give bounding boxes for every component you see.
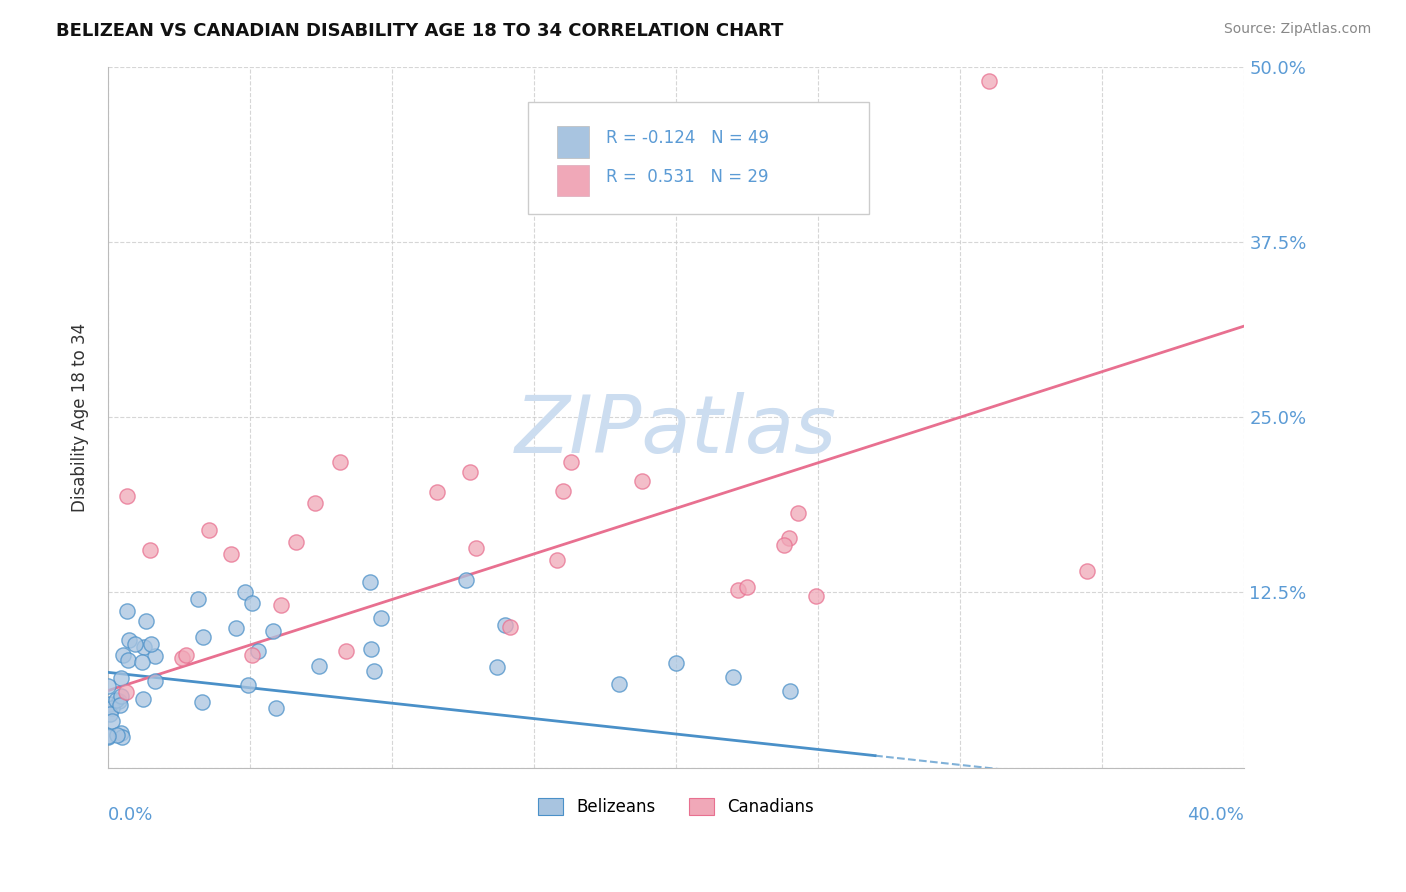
- Point: [1076, 564, 1098, 578]
- Point: [773, 538, 796, 552]
- Point: [138, 543, 160, 558]
- Point: [114, 685, 136, 699]
- Point: [172, 651, 194, 665]
- Point: [499, 620, 522, 634]
- Y-axis label: Disability Age 18 to 34: Disability Age 18 to 34: [72, 323, 89, 512]
- Text: 0.0%: 0.0%: [108, 806, 153, 824]
- Point: [236, 678, 259, 692]
- Point: [246, 644, 269, 658]
- Point: [110, 731, 132, 745]
- Point: [270, 598, 292, 612]
- Point: [285, 535, 308, 549]
- Point: [110, 725, 132, 739]
- Text: R =  0.531   N = 29: R = 0.531 N = 29: [606, 168, 768, 186]
- Point: [262, 624, 284, 639]
- Point: [546, 553, 568, 567]
- Point: [665, 656, 688, 670]
- Point: [304, 495, 326, 509]
- Point: [104, 693, 127, 707]
- Text: R = -0.124   N = 49: R = -0.124 N = 49: [606, 129, 769, 147]
- Point: [465, 541, 488, 556]
- Point: [174, 648, 197, 662]
- Point: [97, 679, 120, 693]
- Point: [131, 655, 153, 669]
- Point: [735, 580, 758, 594]
- Point: [551, 483, 574, 498]
- Point: [721, 669, 744, 683]
- Point: [454, 573, 477, 587]
- Legend: Belizeans, Canadians: Belizeans, Canadians: [531, 791, 821, 822]
- Point: [609, 676, 631, 690]
- Point: [118, 632, 141, 647]
- Point: [124, 637, 146, 651]
- Point: [115, 489, 138, 503]
- Point: [363, 664, 385, 678]
- Point: [631, 474, 654, 488]
- Point: [105, 728, 128, 742]
- Point: [779, 531, 801, 545]
- Point: [727, 582, 749, 597]
- Point: [240, 648, 263, 663]
- Point: [240, 596, 263, 610]
- FancyBboxPatch shape: [529, 102, 869, 214]
- Point: [134, 640, 156, 655]
- Text: Source: ZipAtlas.com: Source: ZipAtlas.com: [1223, 22, 1371, 37]
- Point: [101, 714, 124, 728]
- Point: [98, 697, 121, 711]
- Point: [112, 648, 135, 662]
- Point: [560, 455, 582, 469]
- FancyBboxPatch shape: [557, 126, 589, 158]
- Point: [198, 523, 221, 537]
- Point: [115, 604, 138, 618]
- Text: 40.0%: 40.0%: [1188, 806, 1244, 824]
- Point: [359, 574, 381, 589]
- Point: [107, 694, 129, 708]
- Point: [804, 589, 827, 603]
- Text: BELIZEAN VS CANADIAN DISABILITY AGE 18 TO 34 CORRELATION CHART: BELIZEAN VS CANADIAN DISABILITY AGE 18 T…: [56, 22, 783, 40]
- Point: [97, 729, 120, 743]
- Point: [264, 700, 287, 714]
- Point: [486, 660, 509, 674]
- Point: [143, 673, 166, 688]
- Point: [187, 592, 209, 607]
- Point: [329, 455, 352, 469]
- Point: [786, 506, 808, 520]
- Point: [308, 659, 330, 673]
- Point: [110, 671, 132, 685]
- Point: [219, 547, 242, 561]
- Point: [191, 630, 214, 644]
- Point: [360, 642, 382, 657]
- Point: [779, 683, 801, 698]
- Text: ZIPatlas: ZIPatlas: [515, 392, 837, 470]
- Point: [108, 698, 131, 712]
- Point: [494, 617, 516, 632]
- Point: [335, 644, 357, 658]
- Point: [135, 615, 157, 629]
- Point: [100, 701, 122, 715]
- Point: [370, 610, 392, 624]
- Point: [132, 691, 155, 706]
- Point: [977, 73, 1000, 87]
- Point: [233, 585, 256, 599]
- Point: [98, 707, 121, 722]
- Point: [225, 621, 247, 635]
- Point: [110, 689, 132, 703]
- Point: [143, 649, 166, 664]
- Point: [97, 730, 120, 744]
- Point: [139, 637, 162, 651]
- FancyBboxPatch shape: [557, 165, 589, 196]
- Point: [191, 695, 214, 709]
- Point: [117, 653, 139, 667]
- Point: [426, 485, 449, 500]
- Point: [458, 465, 481, 479]
